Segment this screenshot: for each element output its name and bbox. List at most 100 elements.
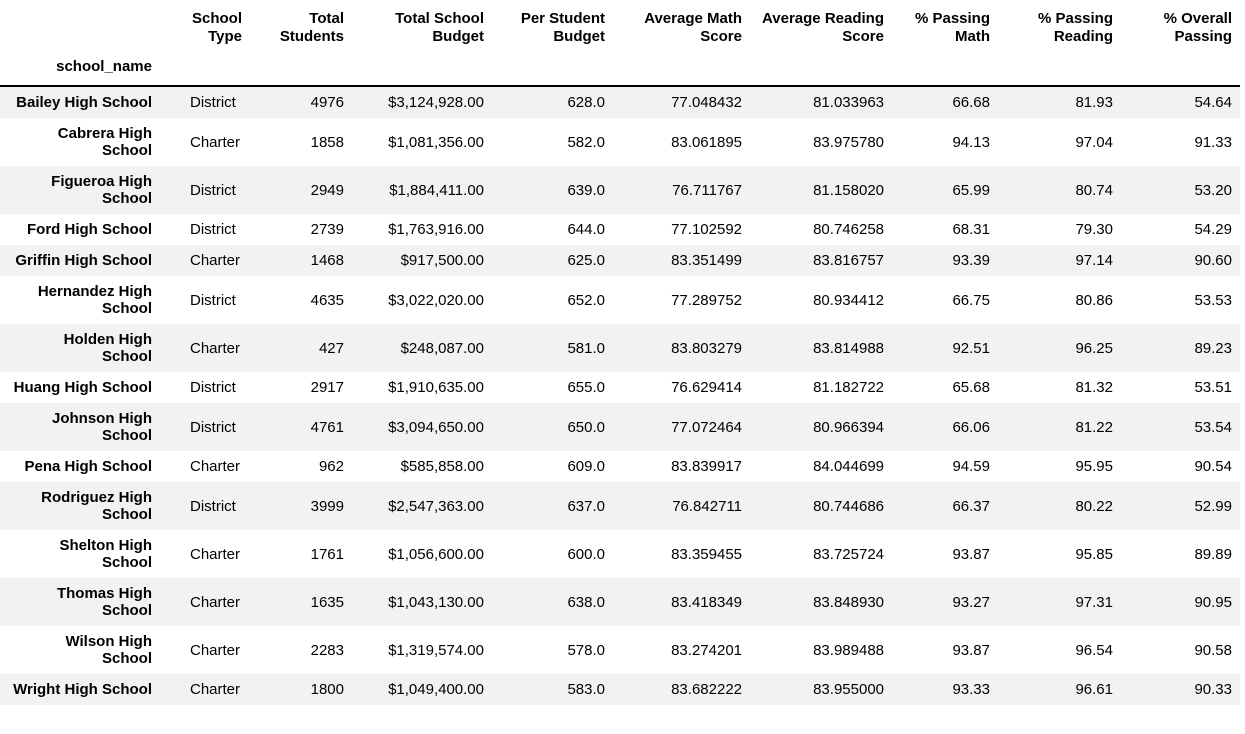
index-row-spacer: [250, 50, 352, 86]
row-header-school-name: Huang High School: [13, 379, 152, 396]
cell-avg-reading-score: 84.044699: [813, 458, 884, 475]
cell-pct-passing-reading: 80.86: [1075, 291, 1113, 309]
cell-avg-math-score: 76.711767: [672, 181, 742, 199]
cell-avg-reading-score: 83.975780: [813, 133, 884, 151]
cell-pct-passing-reading: 95.85: [1075, 545, 1113, 563]
cell-pct-passing-math: 92.51: [952, 339, 990, 357]
cell-school-type: District: [190, 181, 236, 199]
table-body: Bailey High School District 4976 $3,124,928…: [0, 86, 1240, 705]
column-header-per-student-budget: Per Student Budget: [520, 10, 605, 45]
cell-per-student-budget: 655.0: [567, 379, 605, 396]
cell-total-school-budget: $2,547,363.00: [388, 497, 484, 515]
cell-avg-reading-score: 83.848930: [813, 593, 884, 611]
cell-pct-passing-math: 93.87: [952, 641, 990, 659]
cell-total-students: 1858: [310, 133, 344, 151]
index-row-spacer: [160, 50, 250, 86]
row-header-school-name: Ford High School: [27, 221, 152, 238]
cell-pct-passing-reading: 81.93: [1075, 94, 1113, 111]
cell-pct-passing-math: 66.68: [952, 94, 990, 111]
cell-pct-passing-reading: 95.95: [1075, 458, 1113, 475]
cell-total-students: 1468: [310, 252, 344, 269]
cell-school-type: Charter: [190, 641, 241, 659]
column-header-pct-overall-passing: % Overall Passing: [1163, 10, 1232, 45]
cell-per-student-budget: 637.0: [567, 497, 605, 515]
cell-school-type: Charter: [190, 681, 241, 698]
cell-pct-passing-math: 65.99: [952, 181, 990, 199]
cell-school-type: District: [190, 291, 236, 309]
cell-total-students: 4976: [310, 94, 344, 111]
cell-total-students: 1800: [310, 681, 344, 698]
cell-per-student-budget: 609.0: [567, 458, 605, 475]
cell-pct-passing-math: 94.59: [952, 458, 990, 475]
column-header-pct-passing-math: % Passing Math: [914, 10, 990, 45]
cell-school-type: District: [190, 418, 236, 436]
cell-avg-math-score: 83.682222: [671, 681, 742, 698]
row-header-school-name: Rodriguez High School: [41, 489, 152, 523]
table-row: Hernandez High School District 4635 $3,022,…: [0, 276, 1240, 324]
cell-avg-math-score: 77.289752: [671, 291, 742, 309]
row-header-school-name: Holden High School: [63, 331, 152, 365]
cell-school-type: District: [190, 221, 236, 238]
cell-total-school-budget: $1,910,635.00: [388, 379, 484, 396]
row-header-school-name: Thomas High School: [56, 585, 152, 619]
index-row-spacer: [998, 50, 1121, 86]
cell-avg-reading-score: 80.966394: [813, 418, 884, 436]
table-row: Huang High School District 2917 $1,910,635.…: [0, 372, 1240, 403]
cell-pct-overall-passing: 53.54: [1194, 418, 1232, 436]
cell-total-school-budget: $1,763,916.00: [388, 221, 484, 238]
cell-school-type: District: [190, 379, 236, 396]
cell-pct-overall-passing: 91.33: [1194, 133, 1232, 151]
cell-pct-passing-math: 93.27: [952, 593, 990, 611]
cell-avg-math-score: 76.842711: [672, 497, 742, 515]
cell-avg-reading-score: 83.989488: [813, 641, 884, 659]
cell-total-school-budget: $3,124,928.00: [388, 94, 484, 111]
cell-pct-passing-reading: 97.04: [1075, 133, 1113, 151]
cell-total-school-budget: $1,884,411.00: [389, 181, 484, 199]
cell-avg-reading-score: 83.955000: [813, 681, 884, 698]
cell-pct-overall-passing: 90.58: [1194, 641, 1232, 659]
cell-total-students: 427: [318, 339, 344, 357]
row-header-school-name: Wilson High School: [65, 633, 152, 667]
table-row: Thomas High School Charter 1635 $1,043,130.…: [0, 578, 1240, 626]
column-header-total-school-budget: Total School Budget: [395, 10, 484, 45]
cell-per-student-budget: 581.0: [567, 339, 605, 357]
cell-avg-reading-score: 80.934412: [813, 291, 884, 309]
cell-total-students: 1761: [310, 545, 344, 563]
cell-pct-overall-passing: 53.51: [1194, 379, 1232, 396]
cell-total-students: 4635: [310, 291, 344, 309]
cell-pct-overall-passing: 53.53: [1194, 291, 1232, 309]
table-row: Figueroa High School District 2949 $1,884,4…: [0, 166, 1240, 214]
cell-school-type: Charter: [190, 458, 241, 475]
cell-total-school-budget: $1,081,356.00: [388, 133, 484, 151]
column-header-avg-reading-score: Average Reading Score: [762, 10, 884, 45]
cell-pct-passing-reading: 81.32: [1075, 379, 1113, 396]
cell-pct-passing-math: 66.37: [952, 497, 990, 515]
cell-pct-passing-math: 66.06: [952, 418, 990, 436]
cell-school-type: District: [190, 497, 236, 515]
cell-school-type: District: [190, 94, 236, 111]
table-header: School Type Total Students Total School Bu…: [0, 0, 1240, 86]
cell-pct-passing-math: 66.75: [952, 291, 990, 309]
cell-pct-passing-reading: 96.54: [1075, 641, 1113, 659]
cell-total-school-budget: $1,043,130.00: [388, 593, 484, 611]
schools-summary-table: School Type Total Students Total School Bu…: [0, 0, 1240, 705]
column-header-school-type: School Type: [191, 10, 242, 45]
index-row-spacer: [1121, 50, 1240, 86]
cell-pct-passing-math: 93.87: [952, 545, 990, 563]
cell-total-school-budget: $248,087.00: [400, 339, 484, 357]
table-row: Pena High School Charter 962 $585,858.00 609…: [0, 451, 1240, 482]
cell-pct-passing-reading: 96.25: [1075, 339, 1113, 357]
cell-pct-overall-passing: 53.20: [1194, 181, 1232, 199]
cell-avg-math-score: 77.072464: [671, 418, 742, 436]
cell-pct-passing-reading: 80.74: [1075, 181, 1113, 199]
index-row-spacer: [750, 50, 892, 86]
cell-per-student-budget: 639.0: [567, 181, 605, 199]
row-header-school-name: Hernandez High School: [37, 283, 152, 317]
cell-total-school-budget: $585,858.00: [400, 458, 484, 475]
table-row: Griffin High School Charter 1468 $917,500.0…: [0, 245, 1240, 276]
cell-school-type: Charter: [190, 252, 241, 269]
index-row-spacer: [892, 50, 998, 86]
cell-pct-passing-math: 68.31: [952, 221, 990, 238]
cell-pct-overall-passing: 54.29: [1194, 221, 1232, 238]
